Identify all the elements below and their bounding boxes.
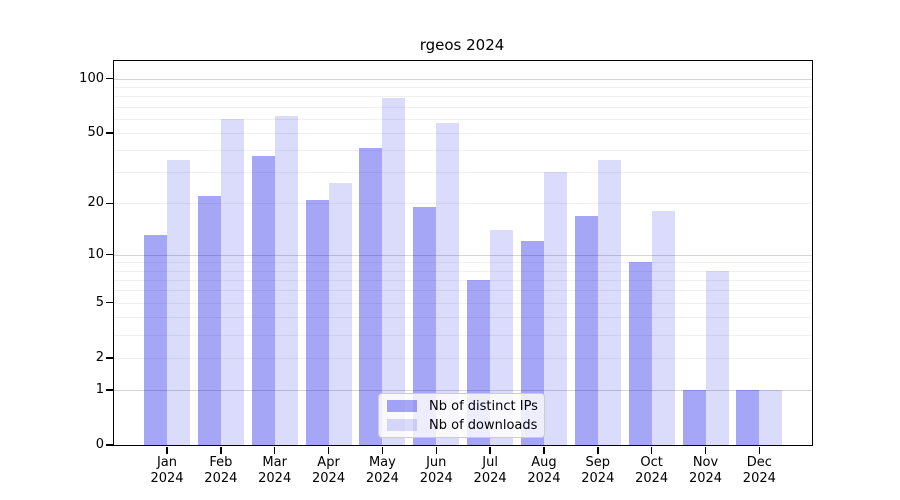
- chart-title: rgeos 2024: [419, 36, 505, 54]
- bar-downloads: [597, 160, 621, 445]
- bar-distinct-ips: [574, 215, 598, 445]
- bar-distinct-ips: [359, 148, 383, 445]
- y-tick-label: 20: [87, 195, 104, 211]
- bar-downloads: [759, 389, 783, 445]
- bar-downloads: [651, 211, 675, 445]
- bar-downloads: [543, 172, 567, 445]
- y-tick-label: 50: [87, 124, 104, 140]
- y-tick-mark: [106, 202, 113, 204]
- y-tick-label: 5: [95, 294, 104, 310]
- x-tick-mark: [543, 447, 545, 454]
- y-tick-mark: [106, 357, 113, 359]
- bar-distinct-ips: [413, 207, 437, 445]
- legend-item: Nb of distinct IPs: [387, 399, 544, 414]
- x-tick-label: Sep 2024: [581, 455, 615, 486]
- gridline-minor: [114, 132, 812, 134]
- bar-downloads: [436, 122, 460, 445]
- x-tick-label: Aug 2024: [527, 455, 561, 486]
- x-tick-mark: [220, 447, 222, 454]
- x-tick-label: Feb 2024: [204, 455, 238, 486]
- x-tick-label: Jan 2024: [150, 455, 184, 486]
- bar-distinct-ips: [197, 196, 221, 445]
- y-tick-mark: [106, 301, 113, 304]
- bar-downloads: [167, 160, 190, 445]
- x-tick-mark: [597, 447, 599, 454]
- x-tick-mark: [381, 447, 384, 454]
- x-tick-label: Apr 2024: [312, 455, 346, 486]
- y-tick-mark: [106, 132, 113, 134]
- gridline-minor: [114, 262, 812, 264]
- bar-downloads: [274, 116, 298, 445]
- gridline-major: [114, 254, 812, 256]
- bar-downloads: [705, 270, 729, 445]
- legend-label: Nb of downloads: [429, 417, 538, 433]
- x-tick-mark: [650, 447, 653, 454]
- x-tick-mark: [327, 447, 330, 454]
- y-tick-label: 10: [87, 246, 104, 262]
- x-tick-label: Jul 2024: [473, 455, 507, 486]
- y-tick-label: 100: [79, 70, 104, 86]
- gridline-minor: [114, 96, 812, 98]
- x-tick-label: May 2024: [365, 455, 399, 486]
- x-tick-mark: [435, 447, 437, 454]
- x-tick-mark: [758, 447, 761, 454]
- gridline-minor: [114, 302, 812, 304]
- x-tick-label: Jun 2024: [419, 455, 453, 486]
- gridline-major: [114, 389, 812, 391]
- bar-distinct-ips: [251, 156, 275, 445]
- bar-downloads: [382, 98, 406, 445]
- bar-downloads: [220, 118, 244, 445]
- x-tick-label: Nov 2024: [688, 455, 723, 486]
- y-tick-mark: [106, 444, 113, 446]
- gridline-minor: [114, 270, 812, 272]
- x-tick-label: Oct 2024: [635, 455, 669, 486]
- y-tick-label: 0: [95, 437, 104, 452]
- gridline-minor: [114, 150, 812, 152]
- gridline-major: [114, 78, 812, 80]
- gridline-minor: [114, 334, 812, 336]
- legend-item: Nb of downloads: [387, 418, 544, 433]
- legend-swatch-distinct-ips: [387, 400, 417, 412]
- y-tick-label: 1: [95, 381, 104, 397]
- bar-downloads: [328, 183, 352, 445]
- x-tick-label: Mar 2024: [258, 455, 292, 486]
- bar-distinct-ips: [305, 199, 329, 445]
- gridline-minor: [114, 172, 812, 174]
- bar-distinct-ips: [736, 389, 760, 445]
- gridline-minor: [114, 106, 812, 108]
- legend: Nb of distinct IPs Nb of downloads: [378, 393, 545, 438]
- x-tick-mark: [166, 447, 168, 454]
- bar-distinct-ips: [144, 235, 167, 445]
- legend-label: Nb of distinct IPs: [429, 398, 538, 414]
- bar-distinct-ips: [682, 389, 706, 445]
- gridline-minor: [114, 357, 812, 359]
- gridline-minor: [114, 317, 812, 319]
- plot-area: Jan 2024 Feb 2024 Mar 2024 Apr 2024 May 2024 Jun 20…: [79, 60, 813, 486]
- gridline-minor: [114, 118, 812, 120]
- gridline-minor: [114, 203, 812, 205]
- y-tick-mark: [106, 253, 113, 256]
- gridline-minor: [114, 86, 812, 88]
- y-tick-mark: [106, 77, 113, 80]
- gridline-minor: [114, 279, 812, 281]
- bar-distinct-ips: [628, 262, 652, 445]
- bar-downloads: [490, 229, 514, 445]
- x-tick-mark: [489, 447, 491, 454]
- y-tick-mark: [106, 389, 113, 391]
- x-tick-label: Dec 2024: [742, 455, 776, 486]
- gridline-minor: [114, 290, 812, 292]
- x-tick-mark: [273, 447, 276, 454]
- y-tick-label: 2: [95, 349, 104, 365]
- legend-swatch-downloads: [387, 419, 417, 431]
- x-tick-mark: [704, 447, 707, 454]
